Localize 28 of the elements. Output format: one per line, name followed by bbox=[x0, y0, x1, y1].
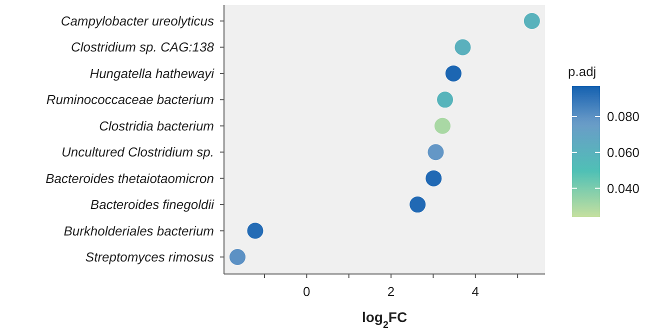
y-tick-label: Ruminococcaceae bacterium bbox=[46, 92, 214, 108]
y-tick-label: Clostridia bacterium bbox=[99, 118, 214, 134]
color-bar-label: 0.060 bbox=[607, 144, 640, 160]
point bbox=[437, 92, 454, 108]
color-bar-title: p.adj bbox=[568, 64, 596, 79]
x-tick-label: 0 bbox=[303, 284, 310, 299]
point bbox=[454, 39, 471, 56]
point bbox=[445, 65, 462, 82]
point bbox=[230, 249, 246, 265]
y-tick-label: Burkholderiales bacterium bbox=[64, 223, 214, 238]
y-tick-label: Hungatella hathewayi bbox=[90, 66, 216, 81]
x-axis-title: log$_{2}$FC bbox=[362, 309, 408, 330]
point bbox=[524, 13, 540, 29]
y-tick-label: Bacteroides finegoldii bbox=[90, 197, 216, 212]
y-tick-label: Bacteroides thetaiotaomicron bbox=[46, 170, 214, 186]
point bbox=[247, 222, 264, 239]
point bbox=[428, 144, 444, 160]
point bbox=[410, 196, 426, 213]
color-bar-label: 0.040 bbox=[607, 180, 640, 196]
y-tick-label: Campylobacter ureolyticus bbox=[60, 14, 214, 28]
y-tick-label: Streptomyces rimosus bbox=[85, 250, 214, 264]
x-tick-label: 2 bbox=[387, 284, 395, 299]
x-tick-label: 4 bbox=[472, 284, 480, 299]
y-tick-label: Uncultured Clostridium sp. bbox=[62, 144, 214, 160]
color-bar-label: 0.080 bbox=[607, 109, 640, 124]
y-tick-label: Clostridium sp. CAG:138 bbox=[70, 40, 215, 55]
point bbox=[434, 118, 450, 134]
point bbox=[426, 170, 442, 186]
